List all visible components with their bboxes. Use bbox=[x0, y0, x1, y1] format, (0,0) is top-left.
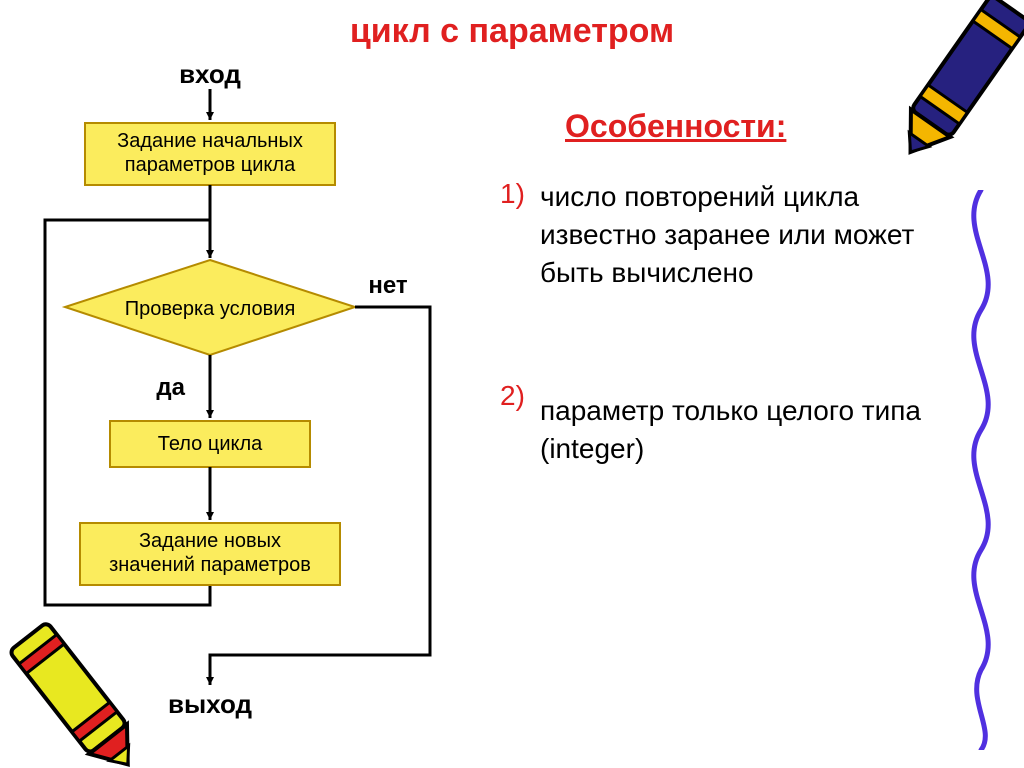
squiggle-right-icon bbox=[946, 190, 1016, 750]
node-init-text-l1: Задание начальных bbox=[117, 130, 303, 152]
node-decision-text: Проверка условия bbox=[125, 298, 296, 320]
feature-1-number: 1) bbox=[500, 178, 525, 210]
feature-2-text: параметр только целого типа (integer) bbox=[540, 392, 940, 468]
node-update-text-l2: значений параметров bbox=[109, 554, 311, 576]
yes-label: да bbox=[156, 374, 185, 401]
node-update-text-l1: Задание новых bbox=[139, 530, 281, 552]
features-heading: Особенности: bbox=[565, 108, 786, 145]
feature-2-number: 2) bbox=[500, 380, 525, 412]
feature-1-text: число повторений цикла известно заранее … bbox=[540, 178, 970, 291]
crayon-bottom-left-icon bbox=[0, 606, 182, 768]
no-label: нет bbox=[368, 272, 408, 299]
node-init-text-l2: параметров цикла bbox=[125, 154, 296, 176]
node-body-text: Тело цикла bbox=[158, 433, 263, 455]
crayon-top-right-icon bbox=[876, 0, 1024, 180]
edge-no bbox=[210, 307, 430, 685]
entry-label: вход bbox=[179, 59, 241, 89]
